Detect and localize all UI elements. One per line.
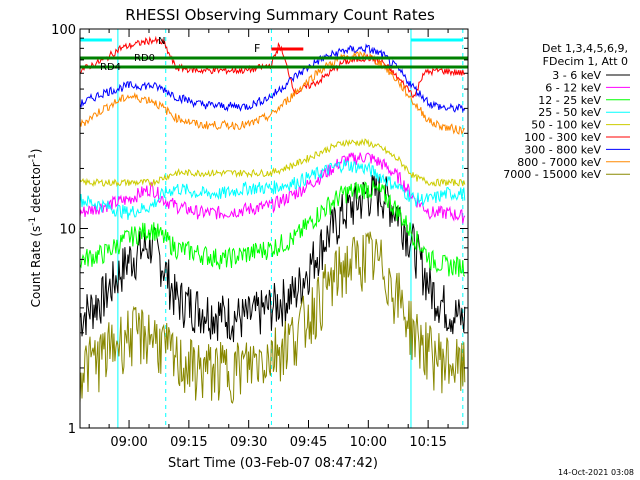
legend-header-line-1: Det 1,3,4,5,6,9, bbox=[542, 42, 628, 55]
y-tick-label: 10 bbox=[59, 223, 76, 238]
series-line bbox=[79, 50, 465, 135]
series-line bbox=[79, 180, 466, 277]
x-tick-label: 10:15 bbox=[409, 435, 446, 450]
series-line bbox=[79, 138, 466, 188]
rd0-flag-label: RD0 bbox=[134, 53, 155, 64]
x-tick-label: 10:00 bbox=[350, 435, 387, 450]
chart-title: RHESSI Observing Summary Count Rates bbox=[125, 6, 435, 24]
x-tick-label: 09:15 bbox=[170, 435, 207, 450]
legend-entry-label: 25 - 50 keV bbox=[538, 106, 601, 119]
rd4-flag-label: RD4 bbox=[100, 62, 121, 73]
legend-entry-label: 6 - 12 keV bbox=[545, 81, 601, 94]
x-axis-label: Start Time (03-Feb-07 08:47:42) bbox=[168, 456, 378, 471]
legend-entry-label: 800 - 7000 keV bbox=[517, 156, 601, 169]
legend-header-line-2: FDecim 1, Att 0 bbox=[543, 55, 628, 68]
series-line bbox=[79, 152, 466, 224]
y-axis-label: Count Rate (s-1 detector-1) bbox=[28, 149, 43, 308]
legend-entry-label: 3 - 6 keV bbox=[552, 69, 601, 82]
legend-entry-label: 300 - 800 keV bbox=[524, 143, 601, 156]
series-line bbox=[79, 43, 466, 114]
y-tick-label: 100 bbox=[51, 23, 76, 38]
legend-entry-label: 7000 - 15000 keV bbox=[503, 168, 601, 181]
x-tick-label: 09:00 bbox=[110, 435, 147, 450]
night-flag-label: N bbox=[158, 36, 165, 47]
x-axis: 09:00 09:15 09:30 09:45 10:00 10:15 bbox=[88, 29, 449, 450]
footer-timestamp: 14-Oct-2021 03:08 bbox=[558, 468, 634, 477]
plot-area: N F RD0 RD4 bbox=[79, 29, 468, 428]
x-tick-label: 09:45 bbox=[290, 435, 327, 450]
y-axis: 1 10 100 bbox=[51, 23, 468, 437]
series-line bbox=[79, 231, 466, 404]
legend: Det 1,3,4,5,6,9, FDecim 1, Att 0 3 - 6 k… bbox=[503, 42, 630, 181]
x-tick-label: 09:30 bbox=[230, 435, 267, 450]
series-line bbox=[79, 159, 466, 220]
y-tick-label: 1 bbox=[68, 422, 76, 437]
series-line bbox=[79, 35, 465, 99]
legend-entry-label: 12 - 25 keV bbox=[538, 94, 601, 107]
legend-entry-label: 100 - 300 keV bbox=[524, 131, 601, 144]
legend-entry-label: 50 - 100 keV bbox=[531, 119, 601, 132]
flare-flag-label: F bbox=[254, 42, 260, 55]
